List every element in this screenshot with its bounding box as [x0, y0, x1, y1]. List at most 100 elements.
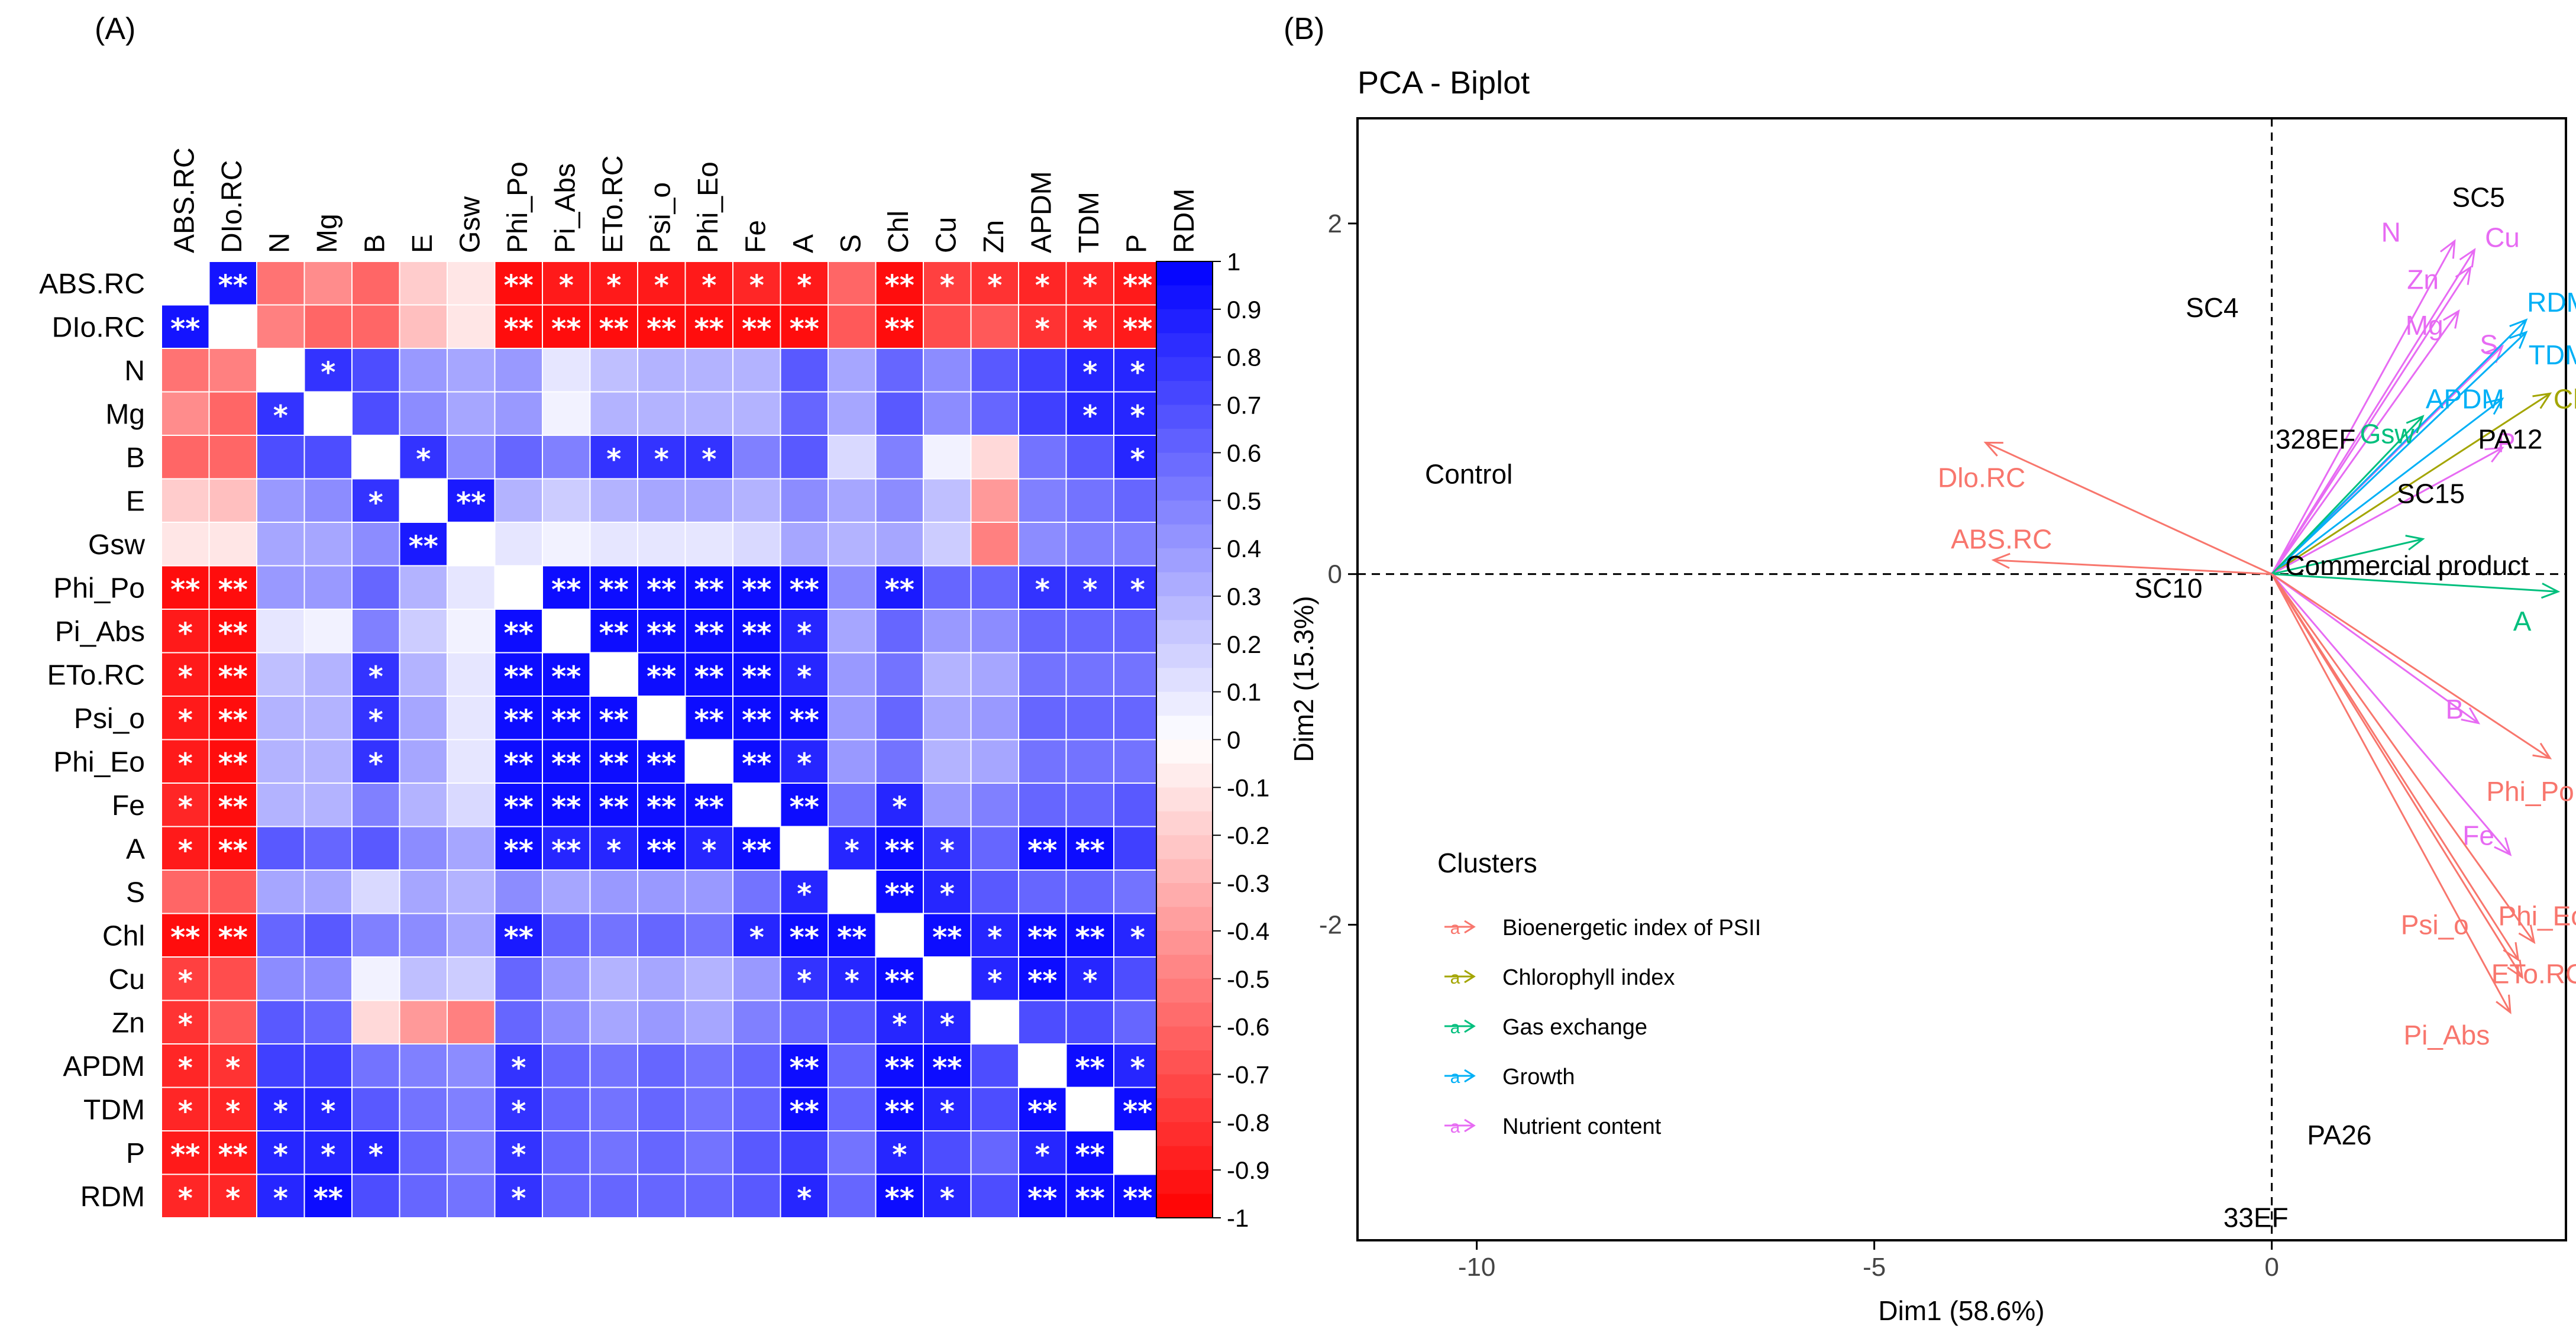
significance-mark: *: [797, 660, 812, 693]
arrow-head: [2455, 265, 2472, 285]
variable-label: RDM: [2527, 287, 2576, 318]
colorbar-tick-label: 0.6: [1227, 439, 1261, 467]
variable-label: Fe: [2462, 820, 2494, 851]
heatmap-cell: [256, 261, 305, 306]
heatmap-cell: [637, 522, 686, 567]
heatmap-cell: [828, 956, 877, 1001]
significance-mark: **: [599, 747, 629, 780]
variable-label: P: [2497, 427, 2516, 458]
heatmap-cell: [589, 913, 638, 958]
heatmap-cell: [399, 826, 448, 871]
colorbar-segment: [1156, 787, 1213, 812]
heatmap-cell: [351, 826, 400, 871]
heatmap-cell: [1018, 1000, 1067, 1045]
significance-mark: **: [1027, 834, 1057, 867]
heatmap-cell: [780, 1000, 829, 1045]
arrow-head: [2484, 447, 2504, 463]
heatmap-cell: [780, 435, 829, 480]
heatmap-cell: [447, 348, 496, 393]
heatmap-cell: [828, 304, 877, 349]
colorbar-segment: [1156, 357, 1213, 381]
arrow-shaft: [2271, 573, 2551, 759]
column-label-psi-o: Psi_o: [645, 182, 676, 253]
heatmap-cell: [351, 782, 400, 827]
heatmap-cell: [542, 913, 591, 958]
heatmap-cell: [684, 869, 733, 914]
heatmap-cell: [161, 261, 210, 306]
significance-mark: *: [1130, 573, 1145, 606]
significance-mark: **: [790, 1095, 819, 1128]
row-label-zn: Zn: [112, 1007, 145, 1039]
significance-mark: *: [321, 1095, 335, 1128]
heatmap-cell: [828, 1087, 877, 1131]
variable-arrow-gsw: Gsw: [2271, 415, 2425, 575]
significance-mark: *: [654, 269, 669, 302]
individual-sc5: SC5: [2452, 182, 2504, 212]
heatmap-cell: [732, 1087, 781, 1131]
significance-mark: *: [1035, 269, 1050, 302]
heatmap-cell: [828, 696, 877, 741]
heatmap-cell: [303, 652, 353, 697]
heatmap-cell: [1065, 1173, 1114, 1218]
significance-mark: *: [892, 791, 907, 824]
heatmap-cell: [256, 478, 305, 523]
heatmap-cell: [780, 782, 829, 827]
heatmap-cell: [447, 739, 496, 784]
legend-key-arrowhead: [1464, 1019, 1476, 1033]
significance-mark: *: [273, 399, 288, 432]
heatmap-cell: [494, 391, 543, 436]
heatmap-cell: [828, 826, 877, 871]
significance-mark: **: [599, 573, 629, 606]
heatmap-cell: [923, 652, 972, 697]
significance-mark: **: [504, 617, 534, 650]
heatmap-cell: [732, 696, 781, 741]
y-tick-label: 2: [1328, 209, 1342, 238]
significance-mark: **: [218, 704, 248, 737]
significance-mark: **: [599, 617, 629, 650]
heatmap-cell: [732, 478, 781, 523]
heatmap-cell: [780, 696, 829, 741]
heatmap-cell: [637, 1130, 686, 1175]
row-label-psi-o: Psi_o: [74, 703, 145, 735]
heatmap-cell: [447, 956, 496, 1001]
heatmap-cell: [447, 869, 496, 914]
heatmap-cell: [351, 652, 400, 697]
legend-key-arrowhead: [1464, 969, 1476, 984]
heatmap-cell: [542, 869, 591, 914]
colorbar-tick-label: 0.5: [1227, 487, 1261, 515]
correlation-heatmap-panel: (A) ** ** * * * * * * ** * * * * **** ** ** ** ** ** ** ** **…: [39, 12, 1269, 1232]
y-axis-label: Dim2 (15.3%): [1288, 596, 1319, 762]
heatmap-cell: [828, 391, 877, 436]
heatmap-cell: [923, 565, 972, 610]
significance-mark: *: [940, 1095, 955, 1128]
colorbar-tick-label: 0.1: [1227, 678, 1261, 706]
variable-arrow-a: A: [2271, 573, 2561, 637]
heatmap-cell: [637, 478, 686, 523]
heatmap-cell: [256, 956, 305, 1001]
heatmap-cell: [303, 348, 353, 393]
significance-mark: *: [511, 1052, 526, 1085]
arrow-head: [2509, 331, 2528, 349]
heatmap-cell: [399, 565, 448, 610]
row-label-dio-rc: DIo.RC: [52, 312, 145, 343]
significance-mark: **: [1123, 312, 1152, 345]
arrow-shaft: [2271, 573, 2523, 978]
significance-mark: *: [845, 965, 859, 998]
significance-mark: **: [456, 486, 486, 519]
heatmap-cell: [542, 1087, 591, 1131]
heatmap-cell: [351, 391, 400, 436]
significance-mark: **: [837, 921, 867, 954]
heatmap-cell: [161, 391, 210, 436]
column-label-cu: Cu: [930, 217, 962, 253]
variable-arrow-tdm: TDM: [2271, 331, 2576, 575]
colorbar-segment: [1156, 620, 1213, 645]
significance-mark: *: [273, 1182, 288, 1215]
significance-mark: *: [1082, 399, 1097, 432]
heatmap-cell: [923, 478, 972, 523]
heatmap-cell: [1065, 652, 1114, 697]
heatmap-cell: [494, 826, 543, 871]
colorbar-segment: [1156, 1074, 1213, 1099]
significance-mark: *: [178, 834, 193, 867]
colorbar-segment: [1156, 428, 1213, 453]
heatmap-cell: [399, 478, 448, 523]
